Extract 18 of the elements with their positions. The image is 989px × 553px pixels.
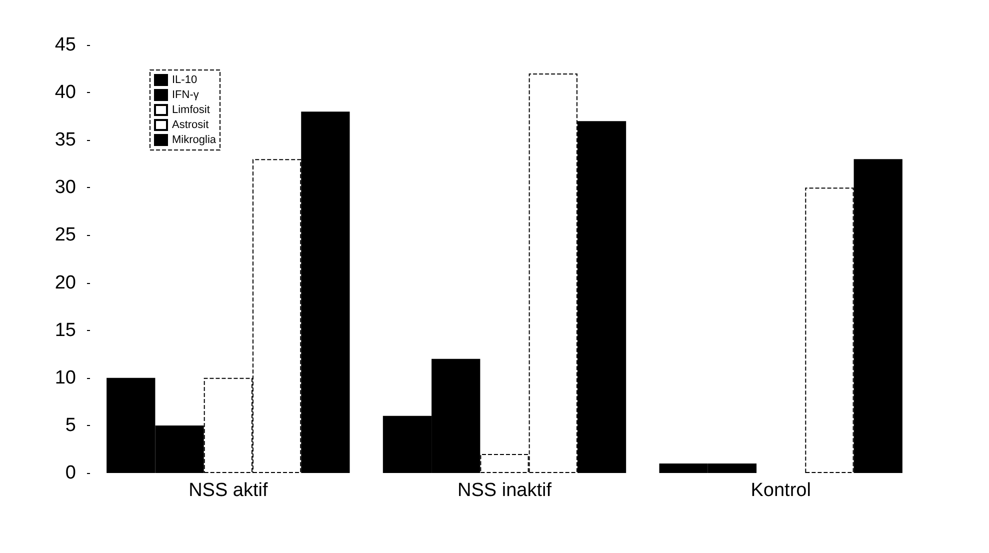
x-tick-label: Kontrol (750, 480, 811, 501)
y-tick-label: 15 (54, 320, 76, 341)
y-tick-label: 25 (54, 224, 76, 246)
y-tick-label: 30 (54, 177, 76, 198)
legend-label: Mikroglia (172, 134, 217, 146)
x-tick-label: NSS inaktif (458, 480, 552, 501)
legend-label: Limfosit (172, 104, 210, 116)
y-tick-label: 45 (54, 34, 76, 56)
y-tick-label: 35 (54, 130, 76, 151)
y-tick-label: 40 (54, 82, 76, 104)
y-tick-label: 10 (54, 367, 76, 388)
legend-label: Astrosit (172, 119, 209, 131)
y-tick-label: 20 (54, 272, 76, 294)
legend-label: IL-10 (172, 74, 198, 86)
y-tick-label: 0 (65, 462, 76, 484)
x-tick-label: NSS aktif (188, 480, 268, 501)
y-tick-label: 5 (65, 414, 76, 436)
legend-label: IFN-γ (172, 89, 200, 101)
